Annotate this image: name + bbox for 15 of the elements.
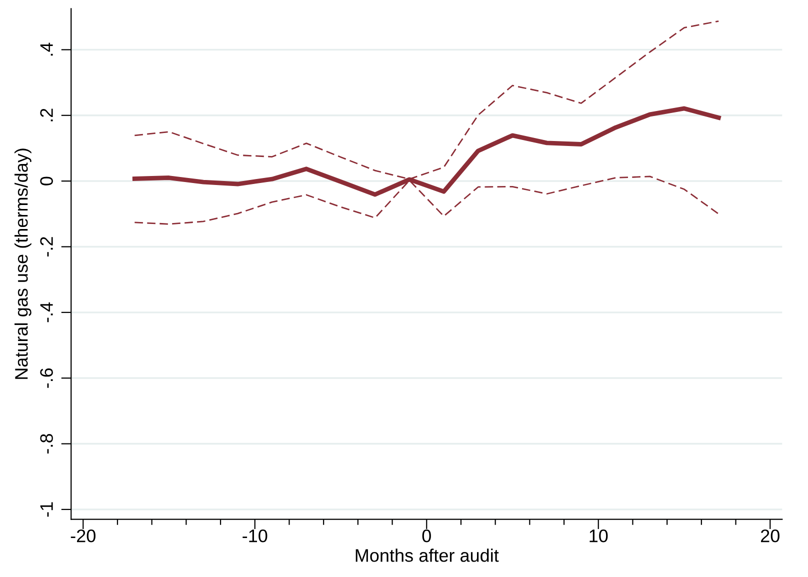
y-tick-label: -.4 <box>40 302 53 322</box>
y-tick-label: 0 <box>40 176 53 186</box>
y-axis-title: Natural gas use (therms/day) <box>14 148 32 379</box>
x-tick-label: 10 <box>590 530 608 542</box>
y-tick-label: .4 <box>40 42 53 56</box>
y-tick-label: .2 <box>40 108 53 122</box>
x-tick-label: 0 <box>422 530 431 542</box>
x-tick-label: -20 <box>70 530 96 542</box>
y-tick-label: -.6 <box>40 368 53 388</box>
y-tick-label: -.8 <box>40 434 53 454</box>
x-axis-title: Months after audit <box>356 548 499 562</box>
y-tick-label: -.2 <box>40 237 53 256</box>
x-tick-label: -10 <box>242 530 268 542</box>
y-tick-label: -1 <box>40 502 53 517</box>
x-tick-label: 20 <box>760 530 780 542</box>
